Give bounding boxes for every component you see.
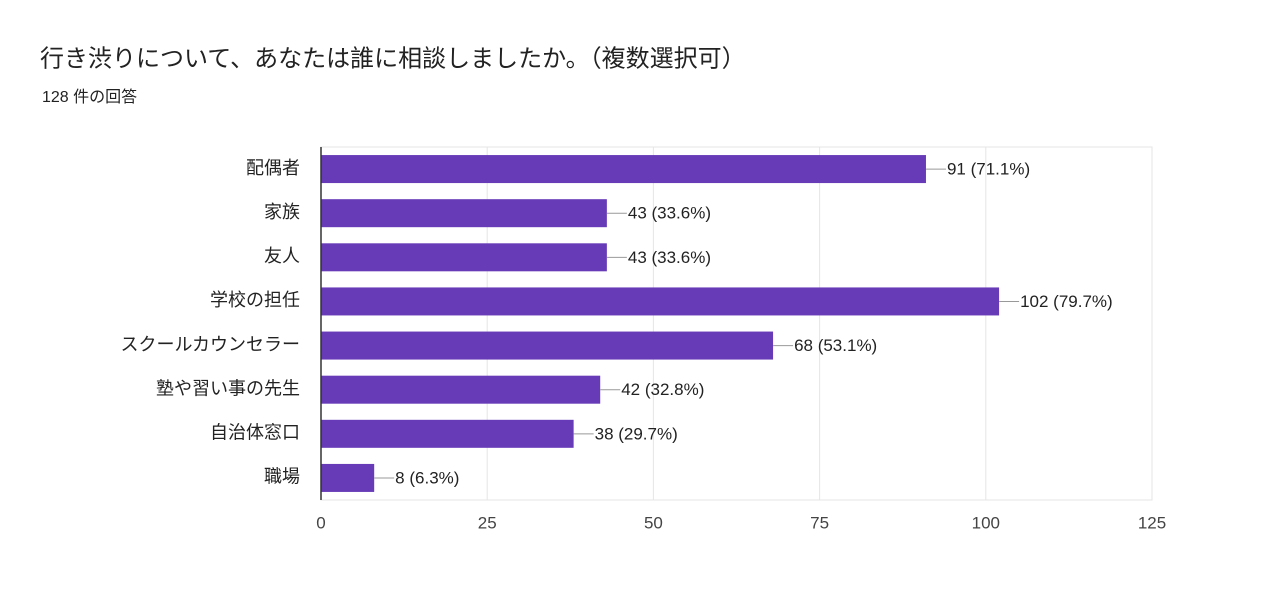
bar <box>321 463 375 492</box>
bar <box>321 199 607 228</box>
value-label: 43 (33.6%) <box>628 248 711 267</box>
y-tick-label: 塾や習い事の先生 <box>156 377 300 398</box>
y-tick-label: 家族 <box>264 202 300 222</box>
bar <box>321 243 607 272</box>
y-tick-label: 自治体窓口 <box>210 423 300 443</box>
value-label: 91 (71.1%) <box>947 160 1030 179</box>
chart-title: 行き渋りについて、あなたは誰に相談しましたか。（複数選択可） <box>40 45 746 72</box>
x-tick-label: 125 <box>1138 513 1166 532</box>
bar <box>321 155 926 184</box>
value-label: 38 (29.7%) <box>595 424 678 443</box>
x-tick-label: 75 <box>810 513 829 532</box>
value-label: 8 (6.3%) <box>395 468 459 487</box>
y-tick-label: スクールカウンセラー <box>121 334 300 354</box>
bar <box>321 331 774 360</box>
value-label: 68 (53.1%) <box>794 336 877 355</box>
value-label: 43 (33.6%) <box>628 204 711 223</box>
bar <box>321 375 601 404</box>
x-tick-label: 0 <box>316 513 325 532</box>
y-tick-label: 職場 <box>264 467 300 487</box>
x-tick-label: 25 <box>478 513 497 532</box>
value-label: 42 (32.8%) <box>621 380 704 399</box>
chart-subtitle: 128 件の回答 <box>42 88 137 106</box>
value-label: 102 (79.7%) <box>1020 292 1113 311</box>
x-tick-label: 100 <box>972 513 1000 532</box>
y-tick-label: 配偶者 <box>246 158 300 178</box>
y-tick-label: 友人 <box>264 246 300 266</box>
bar <box>321 287 1000 316</box>
bar <box>321 419 574 448</box>
y-tick-label: 学校の担任 <box>210 290 300 310</box>
x-tick-label: 50 <box>644 513 663 532</box>
